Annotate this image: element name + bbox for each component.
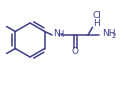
Text: 2: 2 [112,33,116,39]
Text: H: H [57,30,64,39]
Text: N: N [53,29,59,39]
Text: NH: NH [102,29,116,39]
Text: O: O [71,48,78,56]
Text: H: H [94,19,100,28]
Text: Cl: Cl [93,10,101,19]
